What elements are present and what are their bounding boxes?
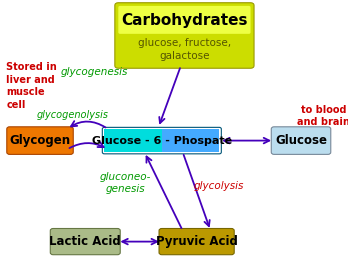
FancyBboxPatch shape	[118, 6, 251, 34]
Text: Lactic Acid: Lactic Acid	[49, 235, 121, 248]
Text: Glucose - 6 - Phospate: Glucose - 6 - Phospate	[92, 136, 232, 146]
FancyBboxPatch shape	[7, 127, 73, 155]
Bar	[162, 129, 219, 152]
FancyBboxPatch shape	[50, 229, 120, 255]
FancyBboxPatch shape	[115, 3, 254, 68]
Bar	[104, 129, 162, 152]
Text: Glycogen: Glycogen	[9, 134, 71, 147]
Text: Carbohydrates: Carbohydrates	[121, 13, 248, 28]
Text: glycogenesis: glycogenesis	[60, 67, 128, 77]
Text: glucose, fructose,
galactose: glucose, fructose, galactose	[138, 38, 231, 61]
Text: to blood
and brain: to blood and brain	[297, 105, 348, 127]
FancyBboxPatch shape	[159, 229, 234, 255]
Text: gluconeo-
genesis: gluconeo- genesis	[100, 172, 151, 194]
Text: Pyruvic Acid: Pyruvic Acid	[156, 235, 238, 248]
Text: glycogenolysis: glycogenolysis	[37, 110, 109, 120]
Text: Stored in
liver and
muscle
cell: Stored in liver and muscle cell	[6, 63, 57, 109]
Text: Glucose: Glucose	[275, 134, 327, 147]
Text: glycolysis: glycolysis	[194, 181, 244, 191]
FancyBboxPatch shape	[271, 127, 331, 155]
